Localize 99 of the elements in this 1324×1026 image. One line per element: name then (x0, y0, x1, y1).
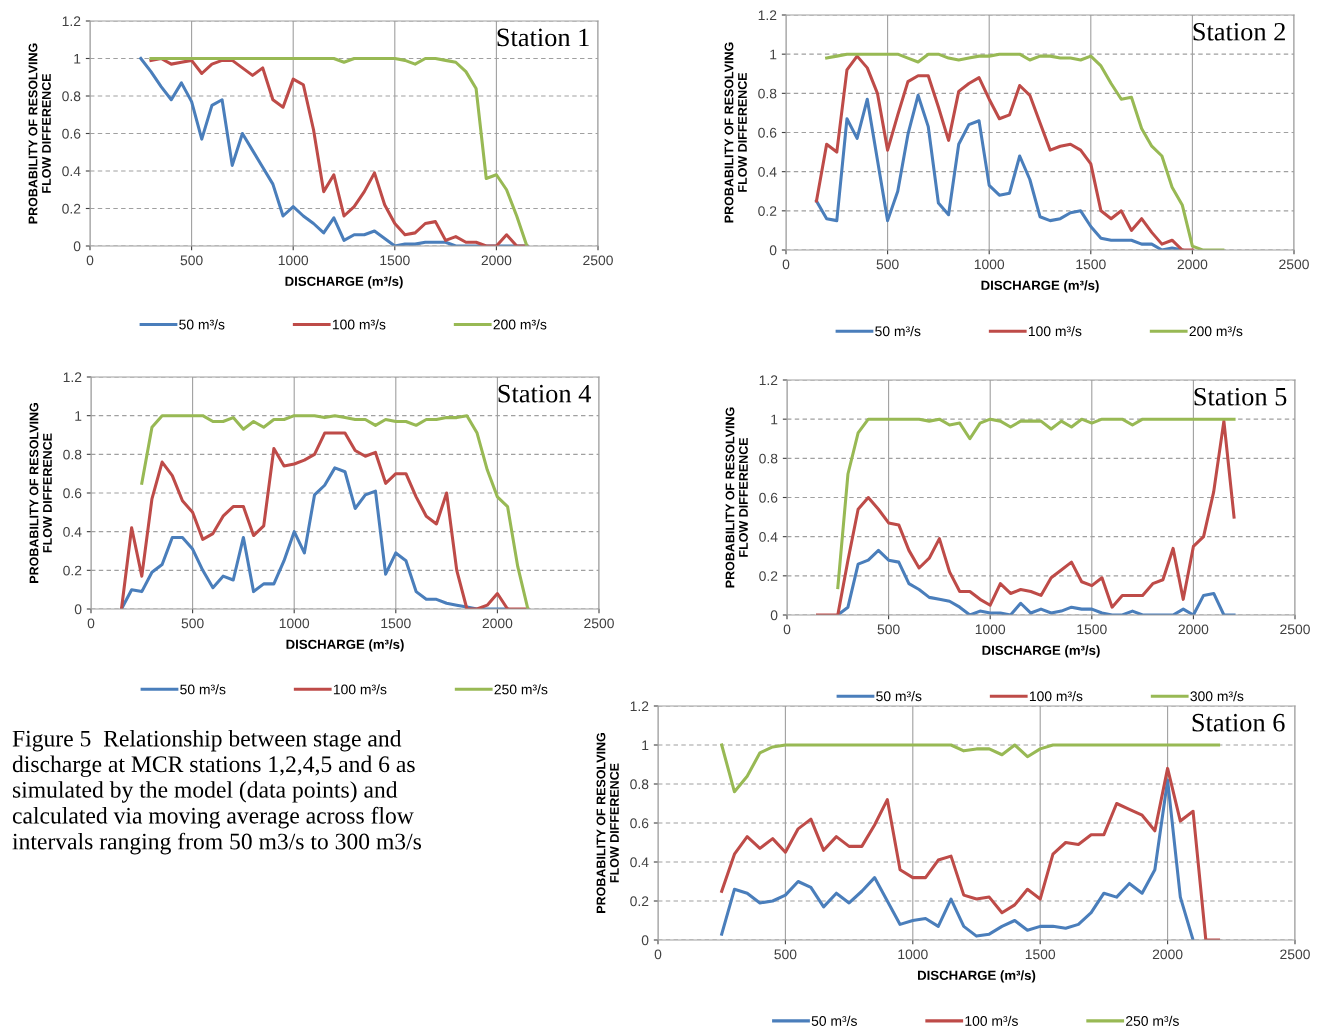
y-tick-label: 1 (74, 53, 81, 64)
y-tick-label: 0 (770, 610, 778, 621)
y-tick-label: 0.6 (630, 818, 649, 829)
x-tick-label: 1500 (1077, 624, 1107, 635)
legend-label: 50 m³/s (876, 690, 922, 702)
x-tick-label: 2000 (481, 255, 512, 266)
y-tick-label: 0.2 (62, 203, 81, 214)
y-tick-label: 1 (642, 740, 649, 751)
y-axis-title: PROBABILITY OF RESOLVING FLOW DIFFERENCE (596, 733, 619, 913)
chart-title: Station 4 (498, 384, 591, 403)
x-tick-label: 2500 (1279, 259, 1309, 270)
y-axis-title: PROBABILITY OF RESOLVING FLOW DIFFERENCE (724, 42, 747, 223)
y-tick-label: 0.6 (759, 492, 778, 503)
x-tick-label: 1000 (974, 259, 1005, 270)
y-tick-label: 0.2 (758, 206, 777, 216)
y-tick-label: 0.4 (759, 532, 778, 542)
legend-label: 100 m³/s (332, 319, 386, 330)
legend-label: 250 m³/s (494, 684, 548, 695)
x-tick-label: 2500 (584, 618, 614, 629)
legend-label: 50 m³/s (875, 325, 921, 337)
x-tick-label: 2000 (1178, 624, 1209, 635)
x-tick-label: 1500 (1025, 949, 1056, 960)
y-axis-title: PROBABILITY OF RESOLVING FLOW DIFFERENCE (725, 407, 748, 588)
legend-label: 250 m³/s (1126, 1015, 1179, 1026)
x-tick-label: 2500 (583, 255, 613, 266)
legend-label: 100 m³/s (333, 684, 387, 695)
legend-label: 50 m³/s (179, 319, 225, 330)
y-tick-label: 0.8 (758, 88, 777, 99)
y-tick-label: 0 (74, 604, 82, 615)
y-tick-label: 0.8 (759, 453, 778, 464)
x-tick-label: 1000 (279, 618, 310, 629)
line-series (720, 743, 1221, 794)
chart-title: Station 6 (1192, 713, 1285, 732)
x-tick-label: 1000 (278, 255, 309, 266)
legend-label: 300 m³/s (1190, 690, 1244, 702)
y-axis-title: PROBABILITY OF RESOLVING FLOW DIFFERENCE (28, 43, 51, 224)
y-tick-label: 0.4 (630, 857, 649, 868)
x-tick-label: 0 (782, 259, 790, 270)
x-tick-label: 500 (877, 624, 900, 635)
y-tick-label: 1.2 (759, 375, 778, 386)
y-tick-label: 1 (771, 414, 778, 425)
y-tick-label: 1.2 (758, 10, 777, 21)
x-tick-label: 1500 (1076, 259, 1106, 270)
x-tick-label: 1000 (898, 949, 928, 960)
y-tick-label: 0 (769, 245, 777, 256)
x-tick-label: 2000 (1152, 949, 1183, 960)
y-tick-label: 0.2 (63, 565, 82, 576)
y-tick-label: 0.4 (63, 527, 82, 537)
x-tick-label: 0 (86, 255, 94, 266)
x-tick-label: 1500 (381, 618, 411, 629)
chart-title: Station 2 (1193, 22, 1285, 41)
y-tick-label: 0.2 (759, 571, 778, 581)
y-tick-label: 0.8 (63, 449, 82, 460)
x-tick-label: 500 (774, 949, 797, 960)
y-tick-label: 0.4 (758, 167, 777, 177)
y-tick-label: 0.6 (63, 488, 82, 499)
legend-label: 50 m³/s (811, 1015, 857, 1026)
legend-label: 100 m³/s (1028, 325, 1082, 337)
chart-title: Station 5 (1194, 387, 1287, 406)
y-tick-label: 1.2 (62, 16, 81, 27)
x-tick-label: 0 (654, 949, 662, 960)
x-axis-title: DISCHARGE (m³/s) (982, 645, 1100, 658)
x-tick-label: 2000 (1177, 259, 1208, 270)
y-tick-label: 1.2 (630, 701, 649, 712)
y-tick-label: 0.8 (62, 91, 81, 102)
x-axis-title: DISCHARGE (m³/s) (285, 276, 403, 289)
x-tick-label: 0 (783, 624, 791, 635)
line-series (836, 417, 1236, 590)
line-series (815, 419, 1236, 615)
y-tick-label: 0.8 (630, 779, 649, 790)
x-axis-title: DISCHARGE (m³/s) (918, 970, 1036, 983)
y-tick-label: 0.6 (62, 128, 81, 139)
legend-label: 200 m³/s (1189, 325, 1243, 337)
y-tick-label: 0.2 (630, 896, 649, 907)
x-tick-label: 500 (181, 618, 204, 629)
y-tick-label: 1 (770, 49, 777, 60)
y-tick-label: 1.2 (63, 372, 82, 383)
y-tick-label: 1 (75, 411, 82, 421)
x-tick-label: 1000 (975, 624, 1006, 635)
y-tick-label: 0.4 (62, 166, 81, 177)
x-tick-label: 500 (180, 255, 203, 266)
y-tick-label: 0 (73, 241, 81, 252)
y-tick-label: 0.6 (758, 127, 777, 138)
caption: Figure 5 Relationship between stage and discharge at MCR stations 1,2,4,5 and 6 as simulated by the model (data points) and calculated via moving average across flow intervals ranging from 50 m3/s to 300 m3/s (12, 730, 422, 855)
x-tick-label: 1500 (380, 255, 410, 266)
legend-label: 50 m³/s (180, 684, 226, 695)
chart-title: Station 1 (497, 28, 589, 47)
legend-label: 100 m³/s (965, 1015, 1018, 1026)
y-tick-label: 0 (641, 935, 649, 946)
legend-label: 100 m³/s (1029, 690, 1083, 702)
x-tick-label: 2500 (1280, 949, 1310, 960)
y-axis-title: PROBABILITY OF RESOLVING FLOW DIFFERENCE (29, 403, 52, 583)
x-tick-label: 0 (87, 618, 95, 629)
x-axis-title: DISCHARGE (m³/s) (286, 639, 404, 652)
x-tick-label: 500 (876, 259, 899, 270)
x-tick-label: 2000 (482, 618, 513, 629)
x-tick-label: 2500 (1280, 624, 1310, 635)
legend-label: 200 m³/s (493, 319, 547, 330)
x-axis-title: DISCHARGE (m³/s) (981, 280, 1099, 293)
